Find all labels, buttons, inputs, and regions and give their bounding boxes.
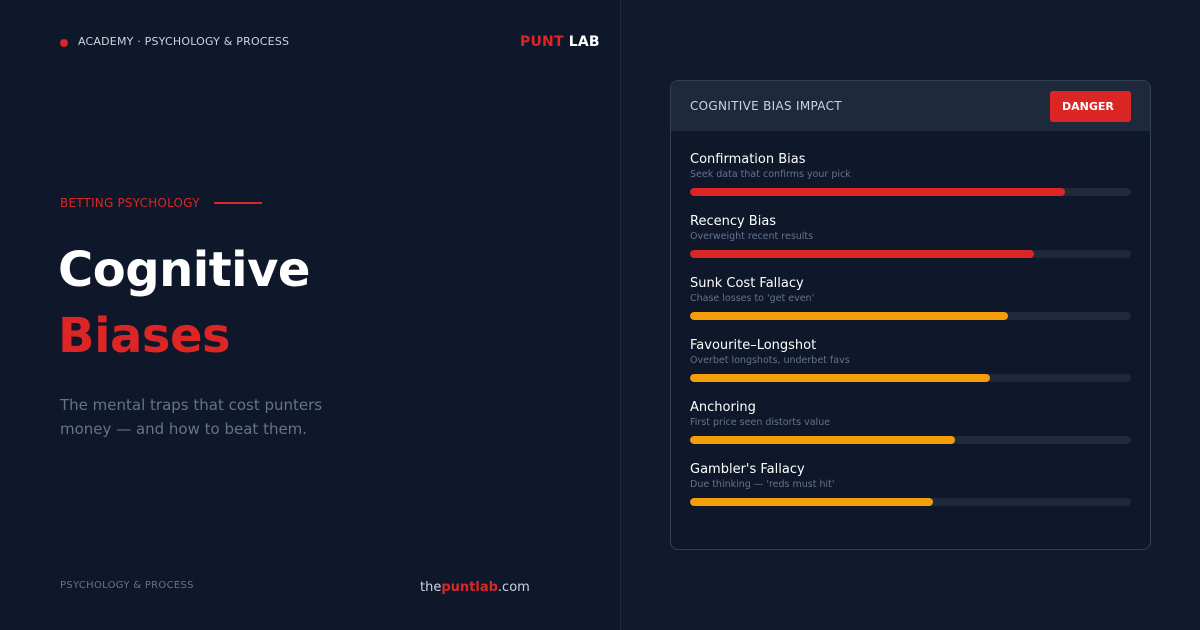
impact-bar-track	[690, 374, 1131, 382]
bias-row: Sunk Cost Fallacy Chase losses to 'get ev…	[690, 275, 1131, 337]
bias-description: First price seen distorts value	[690, 417, 831, 428]
site-pre: the	[420, 580, 442, 595]
bias-row: Confirmation Bias Seek data that confirms…	[690, 151, 1131, 213]
bias-name: Confirmation Bias	[690, 152, 806, 167]
footer-category: PSYCHOLOGY & PROCESS	[60, 580, 194, 591]
impact-bar-track	[690, 312, 1131, 320]
bias-name: Sunk Cost Fallacy	[690, 276, 804, 291]
eyebrow-label: BETTING PSYCHOLOGY	[60, 196, 200, 210]
bias-name: Recency Bias	[690, 214, 777, 229]
bias-description: Seek data that confirms your pick	[690, 169, 851, 180]
bias-description: Due thinking — 'reds must hit'	[690, 479, 835, 490]
page-title-line2: Biases	[58, 308, 231, 364]
bias-description: Overweight recent results	[690, 231, 814, 242]
bias-list: Confirmation Bias Seek data that confirms…	[671, 131, 1150, 523]
left-panel: ACADEMY · PSYCHOLOGY & PROCESS PUNT LAB …	[58, 34, 600, 595]
impact-bar-fill	[690, 498, 933, 506]
bias-row: Anchoring First price seen distorts value	[690, 399, 1131, 461]
dot-icon	[60, 39, 68, 47]
site-post: .com	[497, 580, 530, 595]
bias-name: Gambler's Fallacy	[690, 462, 805, 477]
bias-description: Chase losses to 'get even'	[690, 293, 815, 304]
logo-lab: LAB	[568, 34, 600, 50]
bias-name: Favourite–Longshot	[690, 338, 817, 353]
bias-description: Overbet longshots, underbet favs	[690, 355, 850, 366]
impact-bar-fill	[690, 312, 1008, 320]
page-subtitle: The mental traps that cost punters money…	[60, 396, 323, 438]
card-title: COGNITIVE BIAS IMPACT	[690, 99, 842, 113]
bias-row: Gambler's Fallacy Due thinking — 'reds mu…	[690, 461, 1131, 523]
breadcrumb: ACADEMY · PSYCHOLOGY & PROCESS	[60, 35, 289, 48]
footer-site-link[interactable]: thepuntlab.com	[420, 580, 530, 595]
impact-bar-track	[690, 250, 1131, 258]
site-mid: puntlab	[441, 580, 498, 595]
impact-bar-fill	[690, 436, 955, 444]
impact-bar-fill	[690, 188, 1065, 196]
brand-logo[interactable]: PUNT LAB	[520, 34, 600, 50]
impact-bar-fill	[690, 250, 1034, 258]
bias-name: Anchoring	[690, 400, 756, 415]
impact-bar-track	[690, 188, 1131, 196]
logo-punt: PUNT	[520, 34, 564, 50]
bias-row: Favourite–Longshot Overbet longshots, und…	[690, 337, 1131, 399]
bias-impact-card: COGNITIVE BIAS IMPACT DANGER Confirmatio…	[670, 80, 1151, 550]
eyebrow-rule	[213, 202, 262, 204]
eyebrow: BETTING PSYCHOLOGY	[60, 196, 262, 210]
impact-bar-track	[690, 436, 1131, 444]
page-title-line1: Cognitive	[58, 242, 310, 298]
card-header: COGNITIVE BIAS IMPACT DANGER	[671, 81, 1150, 131]
impact-bar-track	[690, 498, 1131, 506]
danger-badge: DANGER	[1050, 90, 1131, 122]
breadcrumb-label: ACADEMY · PSYCHOLOGY & PROCESS	[78, 35, 290, 48]
bias-row: Recency Bias Overweight recent results	[690, 213, 1131, 275]
panel-divider	[620, 0, 621, 630]
impact-bar-fill	[690, 374, 990, 382]
